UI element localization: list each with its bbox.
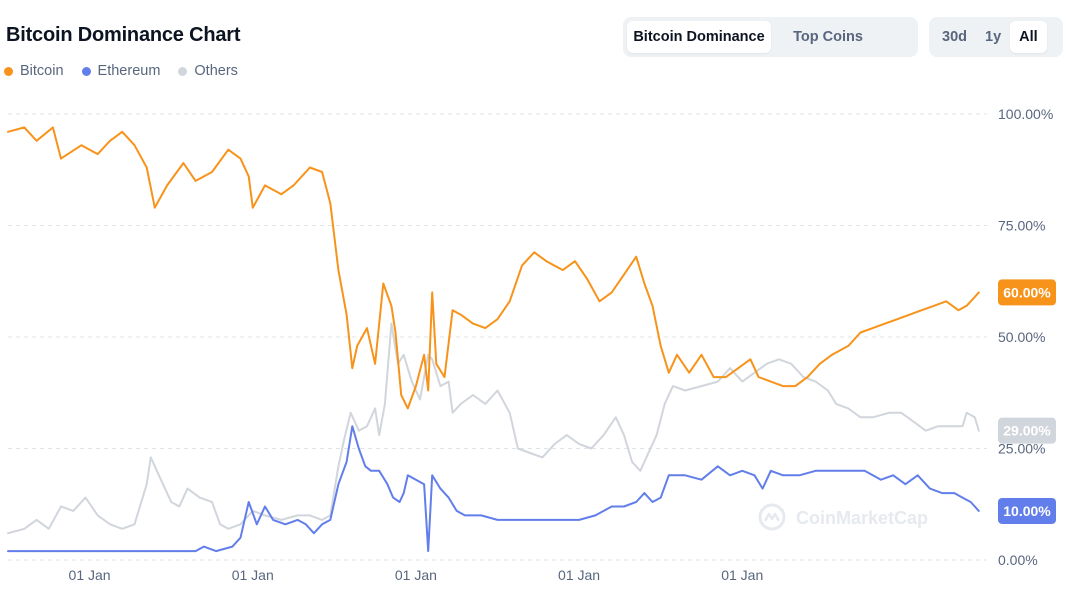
coinmarketcap-logo-icon xyxy=(758,503,786,531)
x-tick-label: 01 Jan xyxy=(558,567,600,583)
x-axis: 01 Jan 01 Jan 01 Jan 01 Jan 01 Jan xyxy=(69,567,764,583)
y-tick-label: 25.00% xyxy=(998,441,1045,457)
tab-bitcoin-dominance[interactable]: Bitcoin Dominance xyxy=(627,21,771,53)
watermark-text: CoinMarketCap xyxy=(796,508,928,528)
x-tick-label: 01 Jan xyxy=(395,567,437,583)
chart-title: Bitcoin Dominance Chart xyxy=(6,24,241,46)
time-range-selector: 30d 1y All xyxy=(929,17,1063,57)
x-tick-label: 01 Jan xyxy=(721,567,763,583)
series-line-others xyxy=(7,322,980,535)
legend-dot-others xyxy=(178,66,188,76)
legend-label-ethereum: Ethereum xyxy=(97,63,161,79)
range-all-button[interactable]: All xyxy=(1010,21,1047,53)
last-value-badges: 60.00% 10.00% 29.00% xyxy=(998,279,1056,524)
series-line-ethereum xyxy=(7,425,980,553)
x-tick-label: 01 Jan xyxy=(69,567,111,583)
tab-top-coins[interactable]: Top Coins xyxy=(793,29,863,45)
badge-bg-bitcoin xyxy=(998,279,1056,306)
legend-item-bitcoin[interactable]: Bitcoin xyxy=(4,63,64,79)
chart-legend: Bitcoin Ethereum Others xyxy=(4,63,238,79)
legend-dot-bitcoin xyxy=(4,66,13,76)
legend-label-others: Others xyxy=(194,63,238,79)
series-lines xyxy=(7,126,980,553)
y-tick-label: 0.00% xyxy=(998,552,1038,568)
badge-label-ethereum: 10.00% xyxy=(1003,503,1051,519)
legend-dot-ethereum xyxy=(81,66,91,76)
badge-label-others: 29.00% xyxy=(1003,423,1051,439)
y-tick-label: 100.00% xyxy=(998,106,1053,122)
legend-label-bitcoin: Bitcoin xyxy=(20,63,64,79)
y-tick-label: 75.00% xyxy=(998,218,1045,234)
x-tick-label: 01 Jan xyxy=(232,567,274,583)
y-tick-label: 50.00% xyxy=(998,329,1045,345)
y-axis: 100.00% 75.00% 50.00% 25.00% 0.00% xyxy=(998,106,1053,568)
badge-bitcoin: 60.00% xyxy=(998,279,1056,306)
badge-others: 29.00% xyxy=(998,417,1056,444)
grid-lines xyxy=(8,113,987,561)
badge-bg-others xyxy=(998,417,1056,444)
chart-type-tabs: Bitcoin Dominance Top Coins xyxy=(623,17,918,57)
badge-ethereum: 10.00% xyxy=(998,497,1056,524)
watermark: CoinMarketCap xyxy=(758,503,928,531)
badge-bg-ethereum xyxy=(998,497,1056,524)
legend-item-ethereum[interactable]: Ethereum xyxy=(81,63,161,79)
legend-item-others[interactable]: Others xyxy=(178,63,238,79)
series-line-bitcoin xyxy=(7,126,980,410)
badge-label-bitcoin: 60.00% xyxy=(1003,284,1051,300)
range-30d-button[interactable]: 30d xyxy=(942,29,967,45)
range-1y-button[interactable]: 1y xyxy=(985,29,1002,45)
